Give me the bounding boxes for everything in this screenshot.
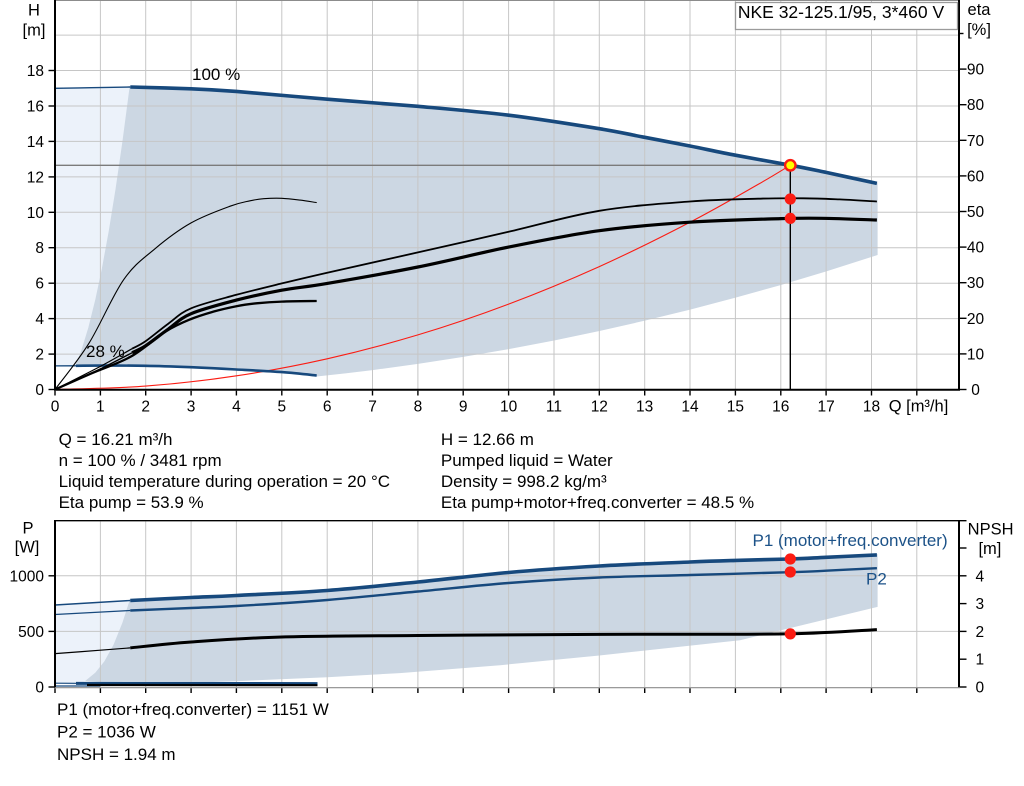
svg-text:H: H xyxy=(28,2,40,20)
svg-text:n = 100 % / 3481 rpm: n = 100 % / 3481 rpm xyxy=(59,451,222,470)
svg-text:16: 16 xyxy=(27,98,44,115)
svg-text:11: 11 xyxy=(546,399,562,416)
svg-text:eta: eta xyxy=(968,1,992,19)
svg-text:1: 1 xyxy=(975,652,984,669)
svg-text:Pumped liquid = Water: Pumped liquid = Water xyxy=(441,451,613,470)
svg-text:3: 3 xyxy=(975,596,984,613)
svg-text:4: 4 xyxy=(232,399,241,416)
svg-text:8: 8 xyxy=(35,240,44,257)
svg-text:6: 6 xyxy=(323,399,332,416)
svg-text:2: 2 xyxy=(141,399,150,416)
svg-text:[m]: [m] xyxy=(23,22,46,40)
svg-text:90: 90 xyxy=(967,62,985,79)
svg-text:8: 8 xyxy=(414,399,423,416)
svg-text:7: 7 xyxy=(368,399,377,416)
svg-text:1000: 1000 xyxy=(10,568,45,585)
svg-text:P2 = 1036 W: P2 = 1036 W xyxy=(57,723,156,742)
svg-text:Eta pump = 53.9 %: Eta pump = 53.9 % xyxy=(59,493,204,512)
svg-text:Q = 16.21 m³/h: Q = 16.21 m³/h xyxy=(59,430,173,449)
svg-text:NPSH: NPSH xyxy=(968,521,1014,539)
svg-text:14: 14 xyxy=(681,399,699,416)
svg-text:[W]: [W] xyxy=(15,539,40,557)
svg-text:1: 1 xyxy=(96,399,105,416)
svg-text:0: 0 xyxy=(51,399,60,416)
svg-text:10: 10 xyxy=(27,205,45,222)
svg-text:P1 (motor+freq.converter): P1 (motor+freq.converter) xyxy=(753,531,948,550)
svg-text:17: 17 xyxy=(817,399,834,416)
svg-text:0: 0 xyxy=(975,680,984,697)
svg-text:30: 30 xyxy=(967,275,985,292)
svg-text:0: 0 xyxy=(35,382,44,399)
svg-text:6: 6 xyxy=(35,276,44,293)
svg-text:Density = 998.2 kg/m³: Density = 998.2 kg/m³ xyxy=(441,472,607,491)
svg-text:80: 80 xyxy=(967,97,985,114)
svg-text:13: 13 xyxy=(636,399,653,416)
svg-text:3: 3 xyxy=(187,399,196,416)
svg-text:2: 2 xyxy=(35,347,44,364)
svg-text:P1 (motor+freq.converter) = 11: P1 (motor+freq.converter) = 1151 W xyxy=(57,700,329,719)
svg-text:12: 12 xyxy=(591,399,608,416)
svg-text:Q [m³/h]: Q [m³/h] xyxy=(889,398,949,416)
svg-text:9: 9 xyxy=(459,399,468,416)
svg-text:28 %: 28 % xyxy=(86,342,125,361)
svg-text:14: 14 xyxy=(27,134,45,151)
svg-text:16: 16 xyxy=(772,399,789,416)
svg-text:60: 60 xyxy=(967,168,985,185)
svg-text:P: P xyxy=(22,520,33,538)
svg-text:500: 500 xyxy=(18,624,44,641)
svg-text:[m]: [m] xyxy=(978,540,1001,558)
svg-text:4: 4 xyxy=(35,311,44,328)
svg-text:NKE 32-125.1/95, 3*460 V: NKE 32-125.1/95, 3*460 V xyxy=(738,2,945,22)
svg-text:100 %: 100 % xyxy=(192,65,240,84)
svg-text:Eta pump+motor+freq.converter: Eta pump+motor+freq.converter = 48.5 % xyxy=(441,493,754,512)
svg-text:50: 50 xyxy=(967,204,985,221)
svg-text:[%]: [%] xyxy=(967,21,991,39)
svg-text:70: 70 xyxy=(967,133,985,150)
svg-text:0: 0 xyxy=(35,680,44,697)
svg-text:5: 5 xyxy=(277,399,286,416)
svg-text:10: 10 xyxy=(500,399,518,416)
svg-text:40: 40 xyxy=(967,240,985,257)
svg-text:18: 18 xyxy=(863,399,880,416)
svg-text:12: 12 xyxy=(27,169,44,186)
svg-text:4: 4 xyxy=(975,568,984,585)
svg-text:20: 20 xyxy=(967,311,985,328)
svg-text:18: 18 xyxy=(27,63,44,80)
svg-text:NPSH = 1.94 m: NPSH = 1.94 m xyxy=(57,745,176,764)
svg-text:H = 12.66 m: H = 12.66 m xyxy=(441,430,534,449)
svg-text:0: 0 xyxy=(971,382,980,399)
svg-text:Liquid temperature during oper: Liquid temperature during operation = 20… xyxy=(59,472,390,491)
svg-text:15: 15 xyxy=(727,399,744,416)
svg-text:2: 2 xyxy=(975,624,984,641)
svg-text:P2: P2 xyxy=(866,570,887,589)
svg-text:10: 10 xyxy=(967,346,985,363)
